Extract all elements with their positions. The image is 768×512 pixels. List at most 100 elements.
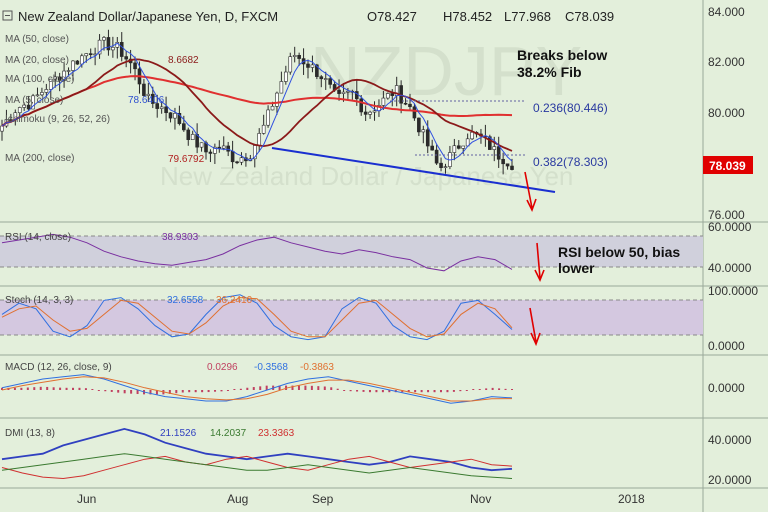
y-tick-label: 0.0000 — [708, 381, 745, 395]
candle-body — [430, 145, 434, 151]
candle-body — [403, 102, 408, 105]
macd-hist-bar — [330, 387, 333, 390]
macd-hist-bar — [297, 385, 300, 390]
macd-hist-bar — [78, 387, 81, 390]
candle-body — [408, 103, 412, 108]
macd-hist-bar — [155, 390, 158, 395]
macd-hist-bar — [427, 390, 430, 393]
macd-hist-bar — [259, 386, 262, 390]
candle-body — [119, 42, 124, 57]
candle-body — [284, 71, 288, 82]
candle-body — [328, 78, 332, 85]
candle-body — [319, 76, 324, 80]
candle-body — [31, 95, 35, 110]
candle-body — [230, 150, 235, 163]
macd-hist-bar — [97, 390, 100, 391]
candle-body — [270, 105, 275, 111]
macd-hist-bar — [491, 387, 494, 390]
macd-hist-bar — [439, 390, 442, 393]
rsi-note-line-2: lower — [558, 260, 595, 276]
macd-hist-bar — [39, 386, 42, 390]
candle-body — [133, 62, 137, 70]
candles — [0, 29, 514, 175]
adx-value: 14.2037 — [210, 428, 247, 439]
x-tick-label: Aug — [227, 492, 248, 506]
macd-label: MACD (12, 26, close, 9) — [5, 362, 112, 373]
candle-body — [53, 76, 58, 80]
macd-hist-bar — [356, 390, 359, 392]
y-tick-label: 80.000 — [708, 106, 745, 120]
indicator-label: MA (200, close) — [5, 153, 74, 164]
candle-body — [0, 125, 4, 132]
indicator-label: MA (50, close) — [5, 34, 69, 45]
indicator-value: 78.6406 — [128, 95, 165, 106]
chart-header: New Zealand Dollar/Japanese Yen, D, FXCM… — [2, 9, 614, 24]
arrow-icon — [524, 171, 545, 347]
candle-body — [177, 112, 182, 124]
macd-signal-value: -0.3863 — [300, 362, 334, 373]
candle-body — [257, 133, 262, 146]
macd-hist-bar — [136, 390, 139, 395]
candle-body — [368, 111, 372, 115]
macd-hist-bar — [310, 385, 313, 390]
macd-hist-bar — [433, 390, 436, 393]
indicator-value: 79.6792 — [168, 154, 205, 165]
ma-20-line — [1, 58, 513, 152]
macd-hist-bar — [246, 387, 249, 390]
candle-body — [461, 145, 466, 149]
candle-body — [306, 63, 310, 68]
macd-hist-bar — [149, 390, 152, 395]
symbol-title: New Zealand Dollar/Japanese Yen, D, FXCM — [18, 9, 278, 24]
candle-body — [492, 146, 497, 150]
macd-hist-bar — [207, 390, 210, 393]
candle-body — [496, 146, 501, 160]
stoch-band — [0, 300, 703, 335]
candle-body — [44, 89, 49, 93]
macd-hist-bar — [104, 390, 107, 392]
price-axis: 84.000 82.000 80.000 76.000 60.0000 40.0… — [708, 5, 758, 487]
candle-body — [226, 145, 230, 152]
dmi-minus-line — [1, 455, 513, 480]
macd-hist-bar — [117, 390, 120, 393]
macd-hist-bar — [323, 386, 326, 390]
y-tick-label: 84.000 — [708, 5, 745, 19]
candle-body — [501, 158, 505, 165]
candle-body — [275, 92, 279, 107]
macd-hist-bar — [414, 390, 417, 393]
macd-hist-bar — [368, 390, 371, 393]
candle-body — [505, 163, 510, 167]
macd-hist-bar — [226, 390, 229, 391]
macd-hist-bar — [91, 389, 94, 390]
macd-hist-bar — [72, 387, 75, 390]
collapse-icon[interactable] — [2, 10, 13, 21]
candle-body — [372, 110, 377, 113]
macd-hist-bar — [239, 388, 242, 390]
dmi-minus-value: 23.3363 — [258, 428, 295, 439]
stoch-k-value: 32.6558 — [167, 295, 204, 306]
rsi-label: RSI (14, close) — [5, 232, 71, 243]
candle-body — [182, 123, 186, 131]
macd-hist-bar — [265, 385, 268, 390]
candle-body — [412, 106, 417, 119]
macd-hist-bar — [349, 390, 352, 392]
macd-hist-bar — [459, 390, 462, 392]
macd-hist-bar — [304, 385, 307, 390]
candle-body — [111, 47, 115, 51]
adx-line — [1, 453, 513, 479]
candle-body — [359, 98, 364, 113]
indicator-value: 8.6682 — [168, 55, 199, 66]
candle-body — [213, 146, 217, 154]
stoch-d-line — [1, 297, 513, 338]
macd-hist-bar — [110, 390, 113, 392]
macd-value: -0.3568 — [254, 362, 288, 373]
candle-body — [17, 107, 22, 114]
y-tick-label: 76.000 — [708, 208, 745, 222]
candle-body — [315, 64, 319, 77]
candle-body — [390, 93, 395, 96]
dmi-plus-value: 21.1526 — [160, 428, 197, 439]
macd-hist-bar — [452, 390, 455, 392]
macd-hist-bar — [465, 390, 468, 391]
candle-body — [186, 129, 191, 140]
macd-hist-bar — [252, 387, 255, 390]
watermark-name: New Zealand Dollar / Japanese Yen — [160, 161, 573, 191]
